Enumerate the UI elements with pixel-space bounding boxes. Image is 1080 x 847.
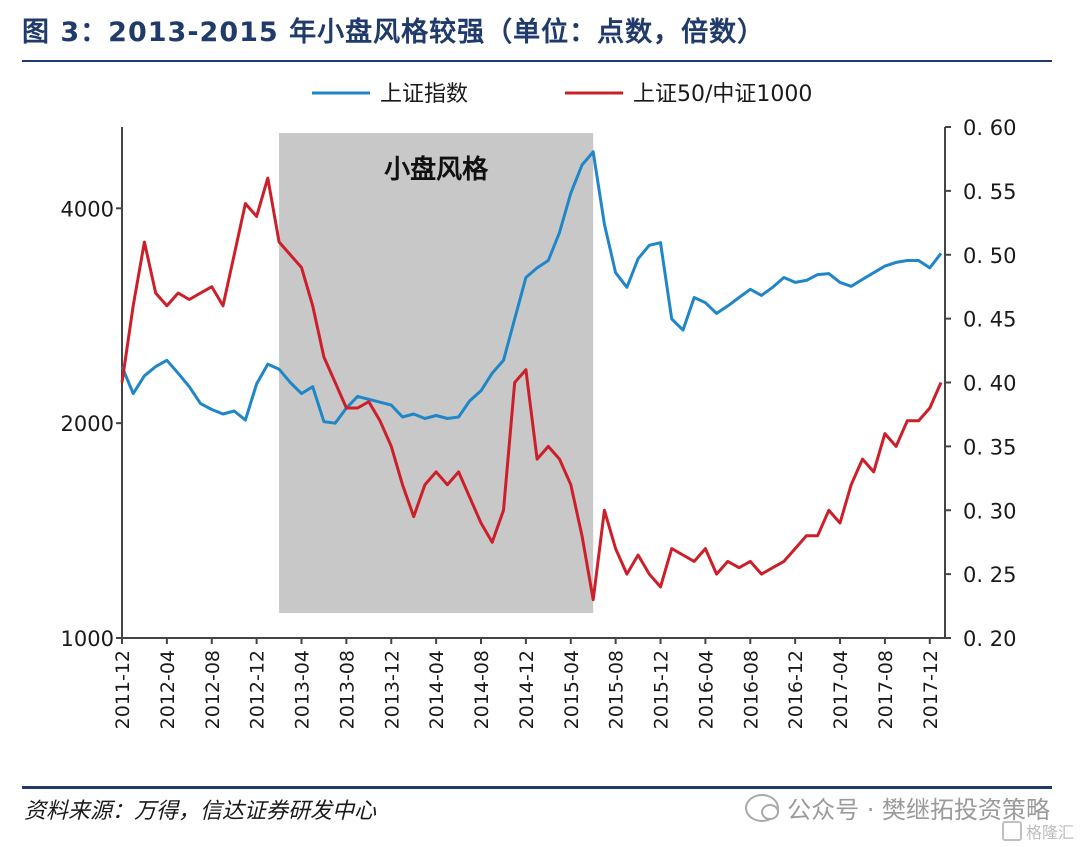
series-line-sse-index [120,150,943,425]
top-rule [22,60,1052,62]
right-tick-label: 0. 20 [963,627,1016,651]
x-tick-label: 2016-04 [695,650,717,729]
x-tick-label: 2015-08 [606,650,628,729]
watermark-text: 公众号 · 樊继拓投资策略 [787,796,1050,824]
x-tick-label: 2016-12 [785,650,807,729]
x-tick-label: 2015-12 [651,650,673,729]
x-tick-label: 2015-04 [561,650,583,729]
left-tick-label: 4000 [61,197,114,221]
figure-title: 图 3：2013-2015 年小盘风格较强（单位：点数，倍数） [22,17,766,48]
right-tick-label: 0. 35 [963,435,1016,459]
x-tick-label: 2014-08 [471,650,493,729]
series-line-sse50-csi1000 [120,176,943,602]
right-tick-label: 0. 40 [963,372,1016,396]
bottom-rule [22,786,1052,789]
right-tick-label: 0. 30 [963,499,1016,523]
source-note: 资料来源：万得，信达证券研发中心 [24,799,377,824]
shaded-region-label: 小盘风格 [384,154,489,185]
x-tick-label: 2017-08 [875,650,897,729]
x-tick-label: 2013-04 [292,650,314,729]
x-tick-label: 2016-08 [740,650,762,729]
right-tick-label: 0. 25 [963,563,1016,587]
x-tick-label: 2017-12 [920,650,942,729]
shaded-region-layer: 小盘风格 [279,133,594,613]
x-tick-label: 2013-08 [336,650,358,729]
series-layer [120,150,943,602]
legend-label-ratio: 上证50/中证1000 [633,82,812,107]
shaded-region [279,133,594,613]
watermark: 公众号 · 樊继拓投资策略 [745,790,1050,825]
x-tick-label: 2012-12 [247,650,269,729]
x-tick-label: 2017-04 [830,650,852,729]
right-tick-label: 0. 50 [963,244,1016,268]
left-tick-label: 2000 [61,412,114,436]
x-tick-label: 2012-04 [157,650,179,729]
legend-label-sse-index: 上证指数 [380,82,468,107]
brand-mark: 格隆汇 [1001,819,1074,843]
x-tick-label: 2012-08 [202,650,224,729]
brand-text: 格隆汇 [1025,823,1074,842]
right-tick-label: 0. 60 [963,116,1016,140]
x-tick-label: 2014-12 [516,650,538,729]
right-tick-label: 0. 45 [963,308,1016,332]
wechat-icon [745,793,780,822]
x-tick-label: 2013-12 [381,650,403,729]
brand-icon [1001,821,1022,841]
x-tick-label: 2011-12 [112,650,134,729]
left-tick-label: 1000 [61,627,114,651]
legend: 上证指数 上证50/中证1000 [312,82,812,107]
right-tick-label: 0. 55 [963,180,1016,204]
x-tick-label: 2014-04 [426,650,448,729]
axes-layer: 1000 2000 4000 0. 20 0. 25 0. 30 0. 35 0. 40 0. … [61,116,1017,729]
